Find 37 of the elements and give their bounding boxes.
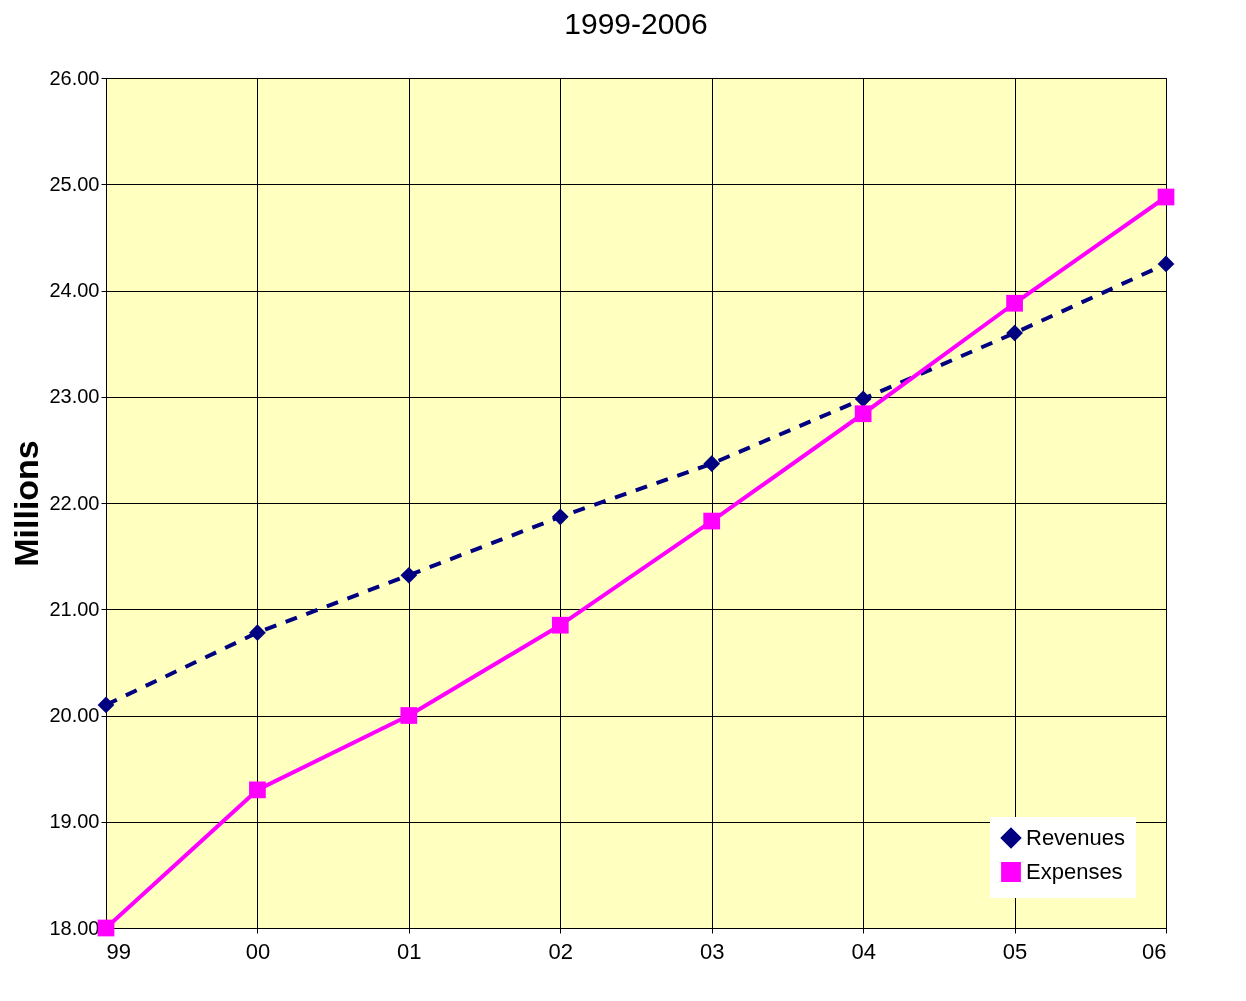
point xyxy=(249,624,266,641)
point xyxy=(854,405,872,423)
x-tick-label: 03 xyxy=(699,938,725,964)
y-tick-label: 20.00 xyxy=(49,704,100,726)
legend-label: Expenses xyxy=(1026,859,1123,884)
x-tick-label: 05 xyxy=(1002,938,1028,964)
y-tick-label: 26.00 xyxy=(49,66,100,89)
x-tick-label: 02 xyxy=(548,938,574,964)
y-tick-label: 24.00 xyxy=(49,279,100,301)
y-tick-label: 18.00 xyxy=(49,916,100,939)
y-tick-label: 25.00 xyxy=(49,172,100,195)
point xyxy=(551,616,569,634)
y-tick-label: 22.00 xyxy=(49,491,100,514)
x-tick-label: 99 xyxy=(106,938,131,964)
point xyxy=(854,390,872,408)
legend-label: Revenues xyxy=(1026,825,1126,850)
point xyxy=(1006,324,1023,342)
x-tick-label: 00 xyxy=(245,938,271,964)
chart-title: 1999-2006 xyxy=(564,7,708,40)
x-tick-label: 06 xyxy=(1142,938,1167,964)
point xyxy=(97,696,115,714)
point xyxy=(400,707,418,724)
point xyxy=(1157,255,1175,273)
y-tick-label: 23.00 xyxy=(49,385,100,408)
y-axis-title: Millions xyxy=(7,440,46,567)
y-tick-label: 21.00 xyxy=(49,597,100,620)
point xyxy=(1157,188,1175,206)
x-tick-label: 01 xyxy=(397,938,422,964)
x-tick-label: 04 xyxy=(851,938,876,964)
point xyxy=(1006,294,1023,312)
point xyxy=(400,566,418,584)
point xyxy=(249,781,266,799)
point xyxy=(97,919,115,937)
y-tick-label: 19.00 xyxy=(49,810,100,833)
point xyxy=(703,512,721,530)
point xyxy=(703,455,721,473)
point xyxy=(551,508,569,526)
